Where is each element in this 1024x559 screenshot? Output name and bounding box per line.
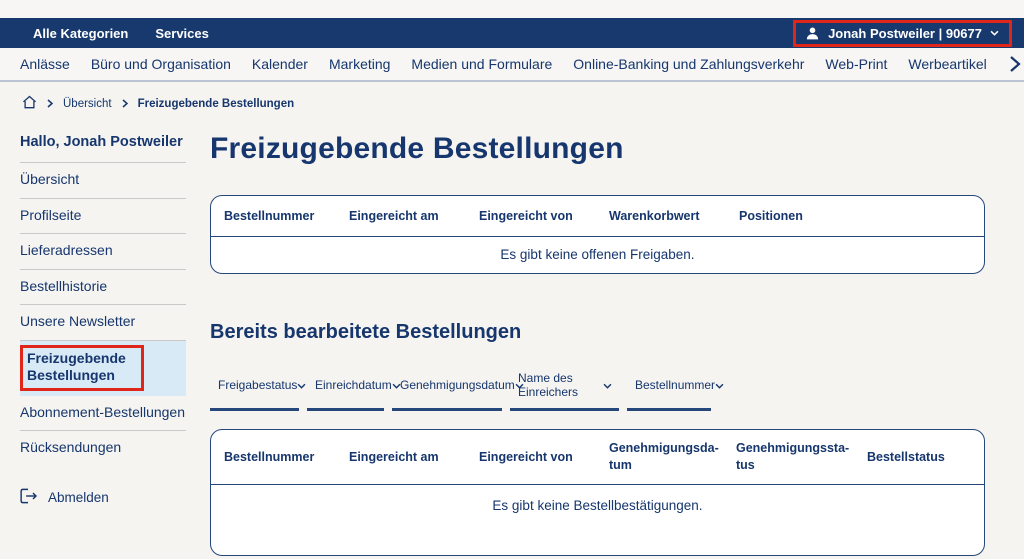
breadcrumb-current-page: Freizugebende Bestellungen [137,97,295,110]
category-nav: Anlässe Büro und Organisation Kalender M… [0,48,1024,82]
sidebar-item-abonnement-bestellungen[interactable]: Abonnement-Bestellungen [20,403,186,420]
chevron-down-icon [515,378,524,392]
chevron-down-icon [715,378,724,392]
column-header-eingereicht-von: Eingereicht von [479,449,573,464]
filter-name-des-einreichers[interactable]: Name des Einreichers [510,371,619,411]
column-header-eingereicht-von: Eingereicht von [479,209,573,223]
content: Hallo, Jonah Postweiler Übersicht Profil… [0,132,1024,556]
nav-item-marketing[interactable]: Marketing [328,56,391,72]
chevron-down-icon [990,30,999,36]
filter-genehmigungsdatum[interactable]: Genehmigungsdatum [392,371,524,411]
nav-scroll-right-chevron-icon[interactable] [1008,55,1021,73]
filter-bestellnummer[interactable]: Bestellnummer [627,371,724,411]
nav-item-web-print[interactable]: Web-Print [825,56,888,72]
filter-label: Einreichdatum [315,378,392,392]
sidebar-item-profilseite[interactable]: Profilseite [20,197,186,234]
filter-label: Freigabestatus [218,378,298,392]
topbar: Alle Kategorien Services Jonah Postweile… [0,18,1024,48]
filter-freigabestatus[interactable]: Freigabestatus [210,371,306,411]
processed-orders-filters: Freigabestatus Einreichdatum Genehmigung… [210,371,985,411]
nav-item-anlaesse[interactable]: Anlässe [20,56,70,72]
column-header-bestellnummer: Bestellnummer [224,209,315,223]
breadcrumb-separator-icon [122,99,128,108]
sidebar-item-freizugebende-bestellungen[interactable]: Freizugebende Bestellungen [20,339,186,396]
filter-label: Genehmigungsdatum [400,378,515,392]
main-panel: Freizugebende Bestellungen Bestellnummer… [210,132,985,556]
nav-item-werbeartikel[interactable]: Werbeartikel [908,56,987,72]
column-header-eingereicht-am: Eingereicht am [349,209,439,223]
menu-services[interactable]: Services [155,25,209,41]
column-header-bestellnummer: Bestellnummer [224,449,315,464]
open-orders-empty-message: Es gibt keine offenen Freigaben. [500,247,695,262]
top-strip [0,0,1024,18]
nav-item-buero-und-organisation[interactable]: Büro und Organisation [90,56,231,72]
page-title: Freizugebende Bestellungen [210,132,624,165]
chevron-down-icon [603,378,612,392]
user-account-menu[interactable]: Jonah Postweiler | 90677 [793,19,1012,47]
column-header-genehmigungsdatum: Genehmigungsda-tum [609,441,719,472]
topbar-menu: Alle Kategorien Services [33,26,209,41]
column-header-bestellstatus: Bestellstatus [867,449,945,464]
logout-button[interactable]: Abmelden [20,480,186,515]
logout-icon [20,488,38,507]
nav-item-online-banking[interactable]: Online-Banking und Zahlungsverkehr [573,56,805,72]
filter-einreichdatum[interactable]: Einreichdatum [307,371,401,411]
nav-item-medien-und-formulare[interactable]: Medien und Formulare [411,56,553,72]
sidebar-greeting: Hallo, Jonah Postweiler [20,134,183,150]
user-icon [805,26,820,41]
open-orders-table: Bestellnummer Eingereicht am Eingereicht… [210,195,985,274]
filter-label: Name des Einreichers [518,371,579,399]
breadcrumb: Übersicht Freizugebende Bestellungen [22,95,1024,112]
annotation-highlight-box: Freizugebende Bestellungen [20,344,144,391]
sidebar-item-ruecksendungen[interactable]: Rücksendungen [20,430,186,466]
logout-label: Abmelden [48,489,109,505]
chevron-down-icon [392,378,401,392]
processed-orders-table: Bestellnummer Eingereicht am Eingereicht… [210,429,985,556]
sidebar-item-lieferadressen[interactable]: Lieferadressen [20,233,186,269]
breadcrumb-separator-icon [47,99,53,108]
filter-label: Bestellnummer [635,378,716,392]
home-icon[interactable] [22,95,37,112]
column-header-eingereicht-am: Eingereicht am [349,449,439,464]
column-header-genehmigungsstatus: Genehmigungssta-tus [736,441,850,472]
sidebar-item-unsere-newsletter[interactable]: Unsere Newsletter [20,304,186,340]
sidebar-item-bestellhistorie[interactable]: Bestellhistorie [20,268,186,305]
processed-orders-empty-message: Es gibt keine Bestellbestätigungen. [492,498,703,513]
user-name-label: Jonah Postweiler | 90677 [828,25,982,41]
column-header-positionen: Positionen [739,209,803,223]
chevron-down-icon [297,378,306,392]
processed-orders-table-header: Bestellnummer Eingereicht am Eingereicht… [211,430,984,485]
open-orders-table-header: Bestellnummer Eingereicht am Eingereicht… [211,196,984,237]
breadcrumb-uebersicht[interactable]: Übersicht [63,97,112,110]
sidebar-item-uebersicht[interactable]: Übersicht [20,162,186,198]
nav-item-kalender[interactable]: Kalender [251,56,308,72]
account-sidebar: Hallo, Jonah Postweiler Übersicht Profil… [20,132,186,556]
processed-orders-heading: Bereits bearbeitete Bestellungen [210,321,522,343]
column-header-warenkorbwert: Warenkorbwert [609,209,700,223]
menu-all-categories[interactable]: Alle Kategorien [33,25,129,41]
